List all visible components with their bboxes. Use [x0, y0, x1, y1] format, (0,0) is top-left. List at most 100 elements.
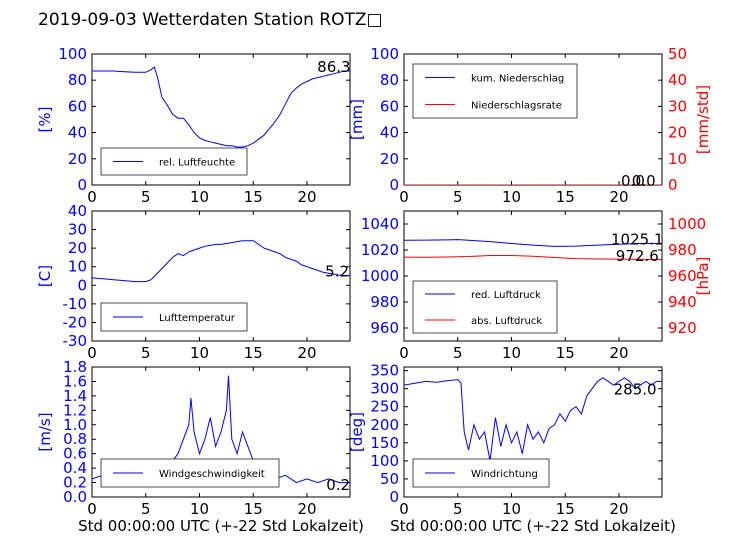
legend-box	[412, 458, 550, 488]
x-tick-label: 20	[297, 500, 316, 518]
y-tick-label: 40	[68, 124, 87, 142]
y-tick-label: 1.2	[63, 401, 87, 419]
x-tick-label: 15	[556, 188, 575, 206]
y2-tick-label: 30	[668, 97, 687, 115]
y2-tick-label: 940	[668, 293, 697, 311]
x-tick-label: 5	[453, 500, 463, 518]
y-tick-label: -20	[63, 313, 88, 331]
y-tick-label: 50	[380, 470, 399, 488]
value-annotation: 0.2	[326, 476, 350, 494]
x-tick-label: 5	[141, 500, 151, 518]
legend-label: kum. Niederschlag	[471, 74, 564, 85]
y-tick-label: 100	[58, 45, 87, 63]
figure-title: 2019-09-03 Wetterdaten Station ROTZ□	[38, 10, 383, 30]
value-annotation: 972.6	[616, 247, 659, 265]
y-tick-label: 20	[380, 150, 399, 168]
y-axis-label: [%]	[36, 107, 54, 133]
y2-tick-label: 50	[668, 45, 687, 63]
legend-label: Lufttemperatur	[159, 313, 236, 324]
series-line	[404, 255, 662, 261]
y-tick-label: 40	[68, 202, 87, 220]
y-tick-label: 40	[380, 124, 399, 142]
y-tick-label: 30	[68, 221, 87, 239]
y-tick-label: 1.8	[63, 358, 87, 376]
y-tick-label: 1.6	[63, 372, 87, 390]
x-tick-label: 20	[609, 188, 628, 206]
legend-label: red. Luftdruck	[471, 290, 541, 301]
y-axis-label: [C]	[36, 265, 54, 287]
legend-label: Windgeschwindigkeit	[159, 469, 265, 480]
x-tick-label: 0	[399, 500, 409, 518]
y2-tick-label: 980	[668, 241, 697, 259]
x-tick-label: 5	[141, 344, 151, 362]
x-tick-label: 10	[502, 500, 521, 518]
y2-tick-label: 1000	[668, 215, 706, 233]
y-tick-label: 1.4	[63, 387, 87, 405]
x-tick-label: 10	[190, 344, 209, 362]
y-tick-label: 960	[370, 319, 399, 337]
y-tick-label: 980	[370, 293, 399, 311]
y-tick-label: 100	[370, 45, 399, 63]
y-tick-label: 60	[68, 97, 87, 115]
x-tick-label: 15	[556, 500, 575, 518]
legend-label: Niederschlagsrate	[471, 101, 562, 112]
y-tick-label: 80	[380, 71, 399, 89]
y2-tick-label: 0	[668, 176, 678, 194]
y-tick-label: 200	[370, 416, 399, 434]
y-tick-label: 250	[370, 398, 399, 416]
value-annotation: 86.3	[317, 58, 350, 76]
y-tick-label: 300	[370, 380, 399, 398]
x-tick-label: 5	[453, 344, 463, 362]
x-tick-label: 20	[297, 188, 316, 206]
y-tick-label: 1040	[361, 215, 399, 233]
x-tick-label: 20	[297, 344, 316, 362]
x-tick-label: 0	[399, 344, 409, 362]
legend-box	[412, 280, 558, 334]
x-tick-label: 0	[399, 188, 409, 206]
x-tick-label: 0	[87, 344, 97, 362]
y-axis-label: [deg]	[348, 412, 366, 452]
x-tick-label: 15	[244, 344, 263, 362]
value-annotation: 0.0	[621, 172, 645, 190]
value-annotation: 0.0	[632, 172, 656, 190]
y-tick-label: 100	[370, 452, 399, 470]
value-annotation: 1025.1	[611, 230, 664, 248]
value-annotation: 285.0	[614, 381, 657, 399]
x-axis-label: Std 00:00:00 UTC (+-22 Std Lokalzeit)	[390, 517, 676, 535]
y-tick-label: 1000	[361, 267, 399, 285]
x-tick-label: 15	[556, 344, 575, 362]
y-tick-label: 0	[389, 488, 399, 506]
y2-axis-label: [mm/std]	[694, 85, 712, 154]
series-line	[404, 239, 662, 247]
y-axis-label: [m/s]	[36, 412, 54, 451]
y2-tick-label: 20	[668, 124, 687, 142]
y-tick-label: 0.0	[63, 488, 87, 506]
y-tick-label: 0.6	[63, 445, 87, 463]
legend-box	[412, 63, 578, 119]
y-tick-label: 20	[68, 150, 87, 168]
legend-label: rel. Luftfeuchte	[159, 158, 235, 169]
y-tick-label: 80	[68, 71, 87, 89]
x-tick-label: 20	[609, 344, 628, 362]
y-tick-label: 20	[68, 239, 87, 257]
y2-tick-label: 920	[668, 319, 697, 337]
y-tick-label: 1020	[361, 241, 399, 259]
series-line	[404, 377, 662, 461]
y-tick-label: 0.8	[63, 430, 87, 448]
y-axis-label: [mm]	[348, 99, 366, 140]
y-tick-label: 150	[370, 434, 399, 452]
x-tick-label: 15	[244, 500, 263, 518]
y-tick-label: -10	[63, 295, 88, 313]
y-tick-label: 0	[77, 176, 87, 194]
y-tick-label: 0.4	[63, 459, 87, 477]
series-line	[92, 66, 350, 148]
x-tick-label: 5	[453, 188, 463, 206]
y2-tick-label: 10	[668, 150, 687, 168]
y-tick-label: 1.0	[63, 416, 87, 434]
series-line	[92, 240, 350, 283]
y-tick-label: 0	[77, 276, 87, 294]
y2-tick-label: 960	[668, 267, 697, 285]
legend-label: Windrichtung	[471, 469, 538, 480]
